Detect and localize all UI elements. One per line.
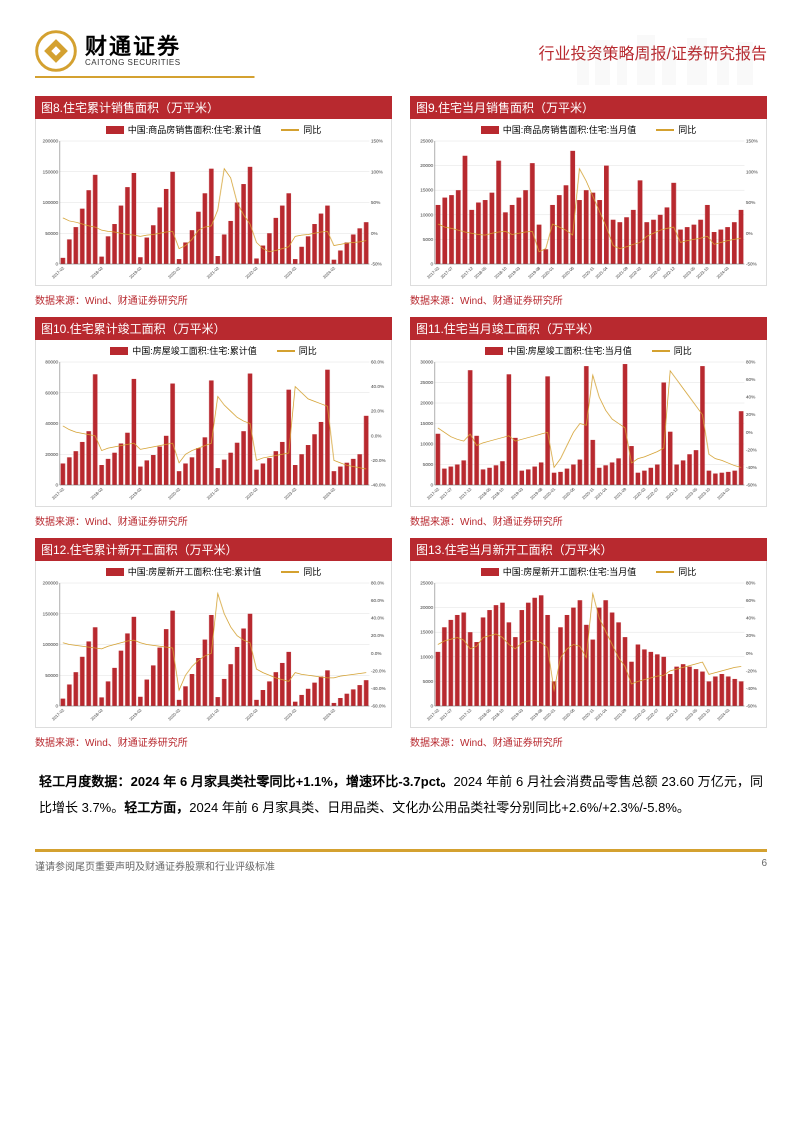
chart-legend: 中国:房屋竣工面积:住宅:当月值 同比 [413, 344, 764, 357]
chart-canvas [413, 580, 764, 725]
legend-bar-swatch [485, 347, 503, 355]
legend-bar-item: 中国:房屋新开工面积:住宅:当月值 [481, 565, 637, 578]
legend-line-label: 同比 [303, 565, 321, 578]
chart-canvas [413, 138, 764, 283]
chart-body: 中国:房屋竣工面积:住宅:累计值 同比 [35, 340, 392, 507]
chart-cell-1: 图9.住宅当月销售面积（万平米） 中国:商品房销售面积:住宅:当月值 同比数据来源：… [410, 96, 767, 307]
legend-line-item: 同比 [281, 565, 321, 578]
legend-line-label: 同比 [678, 565, 696, 578]
footer-disclaimer: 谨请参阅尾页重要声明及财通证券股票和行业评级标准 [35, 858, 275, 873]
legend-line-item: 同比 [656, 565, 696, 578]
body-bold-2: 轻工方面， [124, 800, 189, 815]
chart-source: 数据来源：Wind、财通证券研究所 [35, 734, 392, 749]
legend-bar-item: 中国:商品房销售面积:住宅:当月值 [481, 123, 637, 136]
chart-body: 中国:房屋新开工面积:住宅:当月值 同比 [410, 561, 767, 728]
legend-line-swatch [277, 350, 295, 352]
chart-grid: 图8.住宅累计销售面积（万平米）中国:商品房销售面积:住宅:累计值同比数据来源：… [35, 96, 767, 749]
chart-source: 数据来源：Wind、财通证券研究所 [410, 292, 767, 307]
legend-line-item: 同比 [277, 344, 317, 357]
legend-bar-label: 中国:房屋新开工面积:住宅:累计值 [128, 565, 262, 578]
legend-bar-item: 中国:房屋竣工面积:住宅:累计值 [110, 344, 257, 357]
caitong-logo-icon [35, 30, 77, 72]
chart-title: 图13.住宅当月新开工面积（万平米） [410, 538, 767, 561]
legend-line-item: 同比 [656, 123, 696, 136]
legend-line-label: 同比 [678, 123, 696, 136]
legend-bar-label: 中国:房屋竣工面积:住宅:累计值 [132, 344, 257, 357]
chart-cell-4: 图12.住宅累计新开工面积（万平米） 中国:房屋新开工面积:住宅:累计值 同比数据来… [35, 538, 392, 749]
chart-legend: 中国:商品房销售面积:住宅:当月值 同比 [413, 123, 764, 136]
legend-line-swatch [281, 129, 299, 131]
chart-title: 图12.住宅累计新开工面积（万平米） [35, 538, 392, 561]
legend-line-label: 同比 [299, 344, 317, 357]
legend-line-label: 同比 [303, 123, 321, 136]
logo-text-en: CAITONG SECURITIES [85, 59, 181, 68]
legend-bar-swatch [481, 568, 499, 576]
chart-canvas [38, 580, 389, 725]
legend-bar-label: 中国:商品房销售面积:住宅:累计值 [128, 123, 262, 136]
chart-body: 中国:商品房销售面积:住宅:累计值 同比 [35, 119, 392, 286]
chart-legend: 中国:房屋竣工面积:住宅:累计值 同比 [38, 344, 389, 357]
chart-canvas [38, 138, 389, 283]
legend-bar-swatch [110, 347, 128, 355]
chart-source: 数据来源：Wind、财通证券研究所 [35, 513, 392, 528]
legend-bar-label: 中国:房屋竣工面积:住宅:当月值 [507, 344, 632, 357]
body-text: 轻工月度数据：2024 年 6 月家具类社零同比+1.1%，增速环比-3.7pc… [35, 769, 767, 821]
legend-line-label: 同比 [674, 344, 692, 357]
logo-text-cn: 财通证券 [85, 35, 181, 59]
chart-legend: 中国:房屋新开工面积:住宅:累计值 同比 [38, 565, 389, 578]
body-t2: 2024 年前 6 月家具类、日用品类、文化办公用品类社零分别同比+2.6%/+… [189, 800, 690, 815]
chart-body: 中国:房屋新开工面积:住宅:累计值 同比 [35, 561, 392, 728]
header-underline [35, 76, 767, 78]
chart-title: 图8.住宅累计销售面积（万平米） [35, 96, 392, 119]
chart-canvas [38, 359, 389, 504]
legend-bar-swatch [106, 126, 124, 134]
legend-bar-item: 中国:房屋竣工面积:住宅:当月值 [485, 344, 632, 357]
chart-title: 图10.住宅累计竣工面积（万平米） [35, 317, 392, 340]
legend-bar-item: 中国:商品房销售面积:住宅:累计值 [106, 123, 262, 136]
chart-cell-0: 图8.住宅累计销售面积（万平米） 中国:商品房销售面积:住宅:累计值 同比数据来源：… [35, 96, 392, 307]
page-header: 财通证券 CAITONG SECURITIES 行业投资策略周报/证券研究报告 [35, 30, 767, 72]
legend-line-swatch [656, 129, 674, 131]
logo-area: 财通证券 CAITONG SECURITIES [35, 30, 181, 72]
legend-line-item: 同比 [281, 123, 321, 136]
chart-legend: 中国:商品房销售面积:住宅:累计值 同比 [38, 123, 389, 136]
legend-bar-swatch [106, 568, 124, 576]
chart-cell-3: 图11.住宅当月竣工面积（万平米） 中国:房屋竣工面积:住宅:当月值 同比数据来源：… [410, 317, 767, 528]
chart-title: 图11.住宅当月竣工面积（万平米） [410, 317, 767, 340]
page-number: 6 [761, 858, 767, 873]
body-bold-1: 轻工月度数据：2024 年 6 月家具类社零同比+1.1%，增速环比-3.7pc… [39, 774, 453, 789]
legend-line-item: 同比 [652, 344, 692, 357]
chart-source: 数据来源：Wind、财通证券研究所 [410, 513, 767, 528]
chart-legend: 中国:房屋新开工面积:住宅:当月值 同比 [413, 565, 764, 578]
legend-line-swatch [281, 571, 299, 573]
chart-source: 数据来源：Wind、财通证券研究所 [35, 292, 392, 307]
chart-cell-5: 图13.住宅当月新开工面积（万平米） 中国:房屋新开工面积:住宅:当月值 同比数据来… [410, 538, 767, 749]
chart-body: 中国:商品房销售面积:住宅:当月值 同比 [410, 119, 767, 286]
chart-title: 图9.住宅当月销售面积（万平米） [410, 96, 767, 119]
chart-body: 中国:房屋竣工面积:住宅:当月值 同比 [410, 340, 767, 507]
legend-bar-item: 中国:房屋新开工面积:住宅:累计值 [106, 565, 262, 578]
legend-bar-swatch [481, 126, 499, 134]
legend-bar-label: 中国:房屋新开工面积:住宅:当月值 [503, 565, 637, 578]
page-footer: 谨请参阅尾页重要声明及财通证券股票和行业评级标准 6 [35, 849, 767, 873]
legend-bar-label: 中国:商品房销售面积:住宅:当月值 [503, 123, 637, 136]
legend-line-swatch [652, 350, 670, 352]
chart-cell-2: 图10.住宅累计竣工面积（万平米） 中国:房屋竣工面积:住宅:累计值 同比数据来源：… [35, 317, 392, 528]
legend-line-swatch [656, 571, 674, 573]
chart-source: 数据来源：Wind、财通证券研究所 [410, 734, 767, 749]
chart-canvas [413, 359, 764, 504]
